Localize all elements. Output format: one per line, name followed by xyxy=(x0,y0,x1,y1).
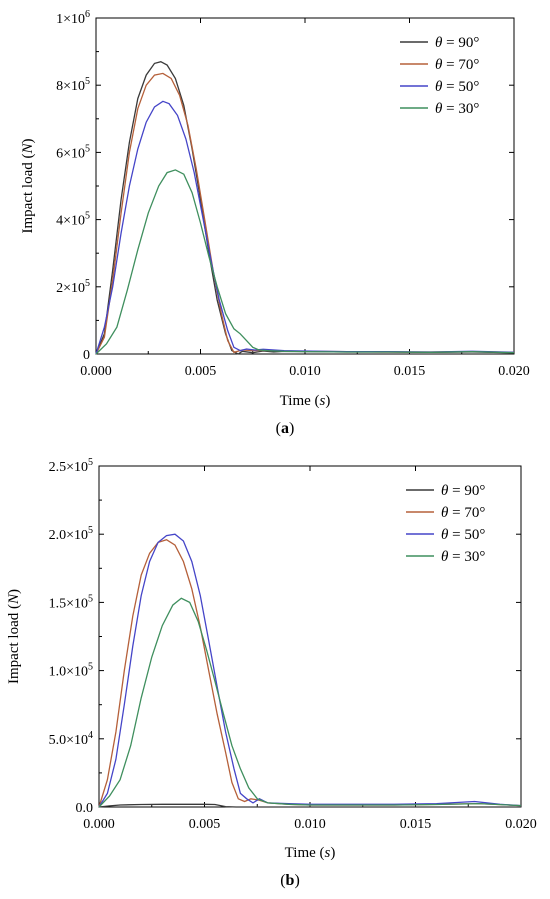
x-tick-label: 0.015 xyxy=(400,817,432,832)
y-tick-label: 8×105 xyxy=(56,76,90,94)
y-tick-label: 1.5×105 xyxy=(49,593,93,611)
y-tick-label: 6×105 xyxy=(56,143,90,161)
series-line-1 xyxy=(98,538,522,808)
x-tick-label: 0.000 xyxy=(80,364,112,379)
y-tick-label: 4×105 xyxy=(56,211,90,229)
legend-label: θ = 70° xyxy=(441,505,485,521)
x-axis-title: Time (s) xyxy=(285,845,336,861)
x-tick-label: 0.005 xyxy=(189,817,221,832)
y-tick-label: 2.0×105 xyxy=(49,525,93,543)
x-axis-title: Time (s) xyxy=(280,393,331,409)
legend-label: θ = 70° xyxy=(435,57,479,73)
chart-panel-b: 0.000 0.005 0.010 0.015 0.020 0.0 5.0×104 1.0×1… xyxy=(6,457,537,889)
y-axis-title: Impact load (N) xyxy=(20,139,36,234)
legend-label: θ = 30° xyxy=(441,549,485,565)
legend-label: θ = 90° xyxy=(435,35,479,51)
x-tick-label: 0.020 xyxy=(505,817,537,832)
series-line-2 xyxy=(98,533,522,808)
legend-label: θ = 50° xyxy=(435,79,479,95)
x-tick-label: 0.005 xyxy=(185,364,217,379)
series-line-3 xyxy=(95,169,515,355)
y-tick-label: 2.5×105 xyxy=(49,457,93,475)
x-tick-label: 0.015 xyxy=(394,364,426,379)
y-tick-label: 1.0×105 xyxy=(49,662,93,680)
y-axis-title: Impact load (N) xyxy=(6,589,22,684)
y-tick-label: 1×106 xyxy=(56,9,90,27)
series-line-3 xyxy=(98,597,522,808)
x-tick-label: 0.000 xyxy=(83,817,115,832)
panel-label: (b) xyxy=(280,872,300,889)
panel-label: (a) xyxy=(276,420,295,437)
legend-label: θ = 90° xyxy=(441,483,485,499)
legend-label: θ = 30° xyxy=(435,101,479,117)
legend-label: θ = 50° xyxy=(441,527,485,543)
y-tick-label: 2×105 xyxy=(56,278,90,296)
y-tick-label: 0 xyxy=(83,348,90,363)
x-tick-label: 0.020 xyxy=(498,364,530,379)
x-tick-label: 0.010 xyxy=(289,364,321,379)
series-line-0 xyxy=(98,803,521,808)
y-tick-label: 0.0 xyxy=(76,801,94,816)
chart-panel-a: 0.000 0.005 0.010 0.015 0.020 0 2×105 4×105 6×10… xyxy=(20,9,530,437)
y-tick-label: 5.0×104 xyxy=(49,730,93,748)
x-tick-label: 0.010 xyxy=(294,817,326,832)
series-line-2 xyxy=(95,100,515,355)
